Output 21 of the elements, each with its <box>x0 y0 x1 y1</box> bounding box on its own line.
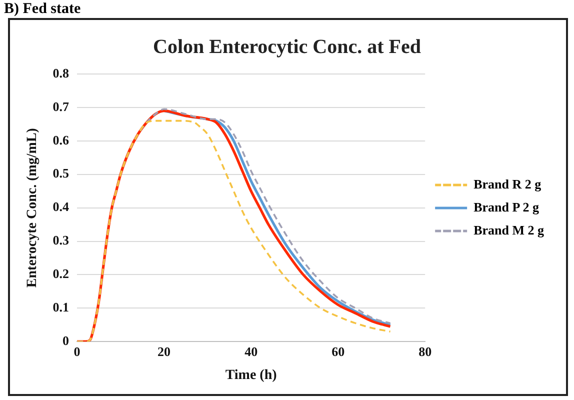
y-tick-label: 0.2 <box>52 266 70 282</box>
y-tick-label: 0.6 <box>52 132 70 148</box>
y-tick-label: 0.8 <box>52 65 70 80</box>
y-tick-label: 0.7 <box>52 98 70 114</box>
y-tick-label: 0 <box>62 332 70 348</box>
legend-label: Brand M 2 g <box>474 222 544 238</box>
chart-title: Colon Enterocytic Conc. at Fed <box>153 36 421 58</box>
y-tick-label: 0.3 <box>52 232 70 248</box>
x-axis-title: Time (h) <box>225 368 278 384</box>
y-tick-label: 0.1 <box>52 300 70 315</box>
x-tick-label: 0 <box>74 344 80 359</box>
x-tick-label: 40 <box>244 344 258 359</box>
legend-label: Brand R 2 g <box>474 176 542 192</box>
x-tick-label: 20 <box>158 344 171 359</box>
y-tick-label: 0.4 <box>52 199 70 214</box>
x-tick-label: 80 <box>418 344 432 359</box>
text: B) Fed state <box>4 0 81 18</box>
y-axis-title: Enterocyte Conc. (mg/mL) <box>25 128 40 288</box>
legend-label: Brand P 2 g <box>474 199 540 214</box>
y-tick-label: 0.5 <box>52 166 70 181</box>
x-tick-label: 60 <box>332 344 345 359</box>
